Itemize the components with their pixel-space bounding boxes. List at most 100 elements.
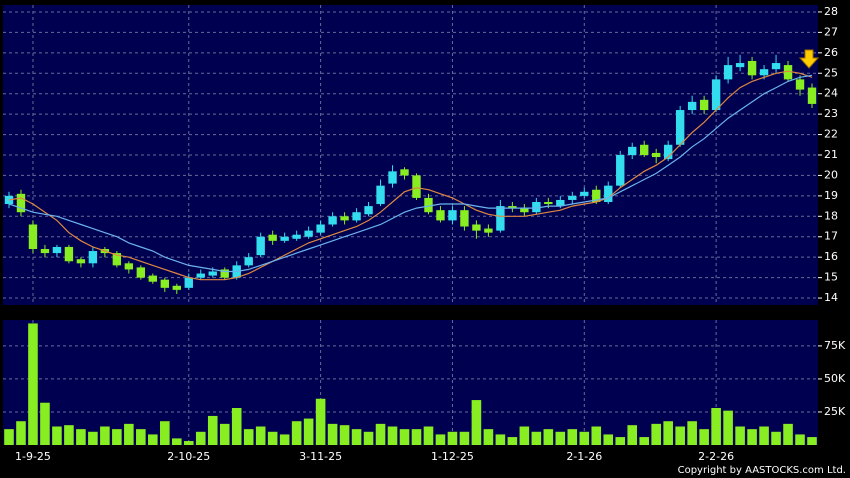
volume-bar — [495, 434, 506, 445]
volume-bar — [375, 423, 386, 445]
volume-bar — [747, 429, 757, 445]
candle-body — [304, 230, 313, 237]
candle-body — [616, 155, 625, 186]
x-tick-label: 3-11-25 — [299, 450, 342, 463]
volume-bar — [315, 398, 326, 445]
volume-bar — [363, 431, 374, 445]
volume-bar — [76, 429, 86, 445]
volume-bar — [195, 431, 206, 445]
volume-bar — [459, 431, 470, 445]
candle-body — [508, 206, 517, 209]
candle-body — [64, 246, 74, 262]
volume-bar — [567, 429, 578, 445]
candle-body — [711, 79, 721, 111]
volume-bar — [531, 431, 542, 445]
volume-bar — [771, 431, 781, 445]
candle-body — [40, 249, 50, 254]
candle-body — [759, 69, 769, 76]
candle-body — [592, 189, 601, 203]
candle-body — [388, 171, 397, 184]
candle-body — [735, 63, 745, 68]
candle-body — [496, 206, 505, 231]
candle-body — [663, 144, 673, 160]
candle-body — [747, 60, 757, 76]
volume-bar — [615, 437, 626, 445]
volume-bar — [759, 426, 769, 445]
volume-bar — [723, 410, 733, 445]
candle-body — [244, 257, 253, 266]
volume-bar — [136, 429, 146, 445]
candle-body — [364, 206, 373, 215]
volume-bar — [591, 426, 602, 445]
candle-body — [580, 191, 589, 196]
candle-body — [675, 110, 685, 145]
candle-body — [340, 216, 349, 221]
y-tick-label: 24 — [824, 87, 838, 100]
volume-bar — [112, 429, 122, 445]
y-tick-label: 28 — [824, 5, 838, 18]
volume-bar — [279, 434, 290, 445]
candle-body — [628, 146, 637, 155]
volume-bar — [183, 441, 194, 445]
y-tick-label: 20 — [824, 168, 838, 181]
volume-bar — [579, 431, 590, 445]
candle-body — [208, 271, 217, 276]
candle-body — [160, 279, 169, 288]
y-tick-label: 19 — [824, 189, 838, 202]
volume-bar — [231, 408, 242, 445]
y-tick-label: 75K — [824, 339, 846, 352]
candle-body — [699, 99, 709, 111]
candle-body — [196, 273, 205, 278]
candle-body — [795, 79, 805, 90]
volume-bar — [711, 408, 721, 445]
candle-body — [484, 228, 493, 233]
candle-body — [568, 195, 577, 200]
y-tick-label: 27 — [824, 25, 838, 38]
candle-body — [184, 277, 193, 288]
y-tick-label: 25 — [824, 66, 838, 79]
candle-body — [604, 185, 613, 203]
volume-bar — [243, 429, 254, 445]
y-tick-label: 22 — [824, 128, 838, 141]
copyright: Copyright by AASTOCKS.com Ltd. — [678, 465, 846, 476]
candle-body — [148, 275, 158, 282]
candle-body — [520, 208, 529, 213]
volume-bar — [339, 425, 350, 445]
volume-panel — [3, 320, 818, 445]
volume-bar — [387, 426, 398, 445]
volume-bar — [735, 426, 745, 445]
candle-body — [28, 224, 38, 250]
candle-body — [280, 236, 289, 241]
volume-bar — [148, 434, 158, 445]
x-tick-label: 2-10-25 — [167, 450, 210, 463]
volume-bar — [651, 423, 661, 445]
volume-bar — [52, 426, 62, 445]
candle-body — [723, 65, 733, 80]
candle-body — [472, 224, 481, 231]
volume-bar — [64, 425, 74, 445]
candle-body — [783, 65, 793, 80]
candle-body — [256, 236, 265, 256]
candle-body — [124, 263, 134, 270]
volume-bar — [207, 415, 218, 445]
x-tick-label: 2-1-26 — [566, 450, 602, 463]
volume-bar — [507, 437, 518, 445]
volume-bar — [88, 431, 98, 445]
candle-body — [220, 269, 229, 278]
candle-body — [556, 199, 565, 207]
volume-bar — [28, 323, 38, 445]
x-tick-label: 1-9-25 — [15, 450, 51, 463]
volume-bar — [4, 429, 14, 445]
volume-bar — [627, 425, 638, 445]
volume-bar — [351, 429, 362, 445]
volume-bar — [603, 434, 614, 445]
moving-average-line — [8, 74, 813, 273]
candle-body — [687, 101, 697, 111]
candle-body — [4, 195, 14, 205]
candle-body — [88, 251, 98, 264]
y-tick-label: 16 — [824, 250, 838, 263]
candle-body — [807, 87, 817, 104]
volume-bar — [411, 429, 422, 445]
volume-bar — [519, 426, 530, 445]
candle-body — [652, 152, 661, 158]
